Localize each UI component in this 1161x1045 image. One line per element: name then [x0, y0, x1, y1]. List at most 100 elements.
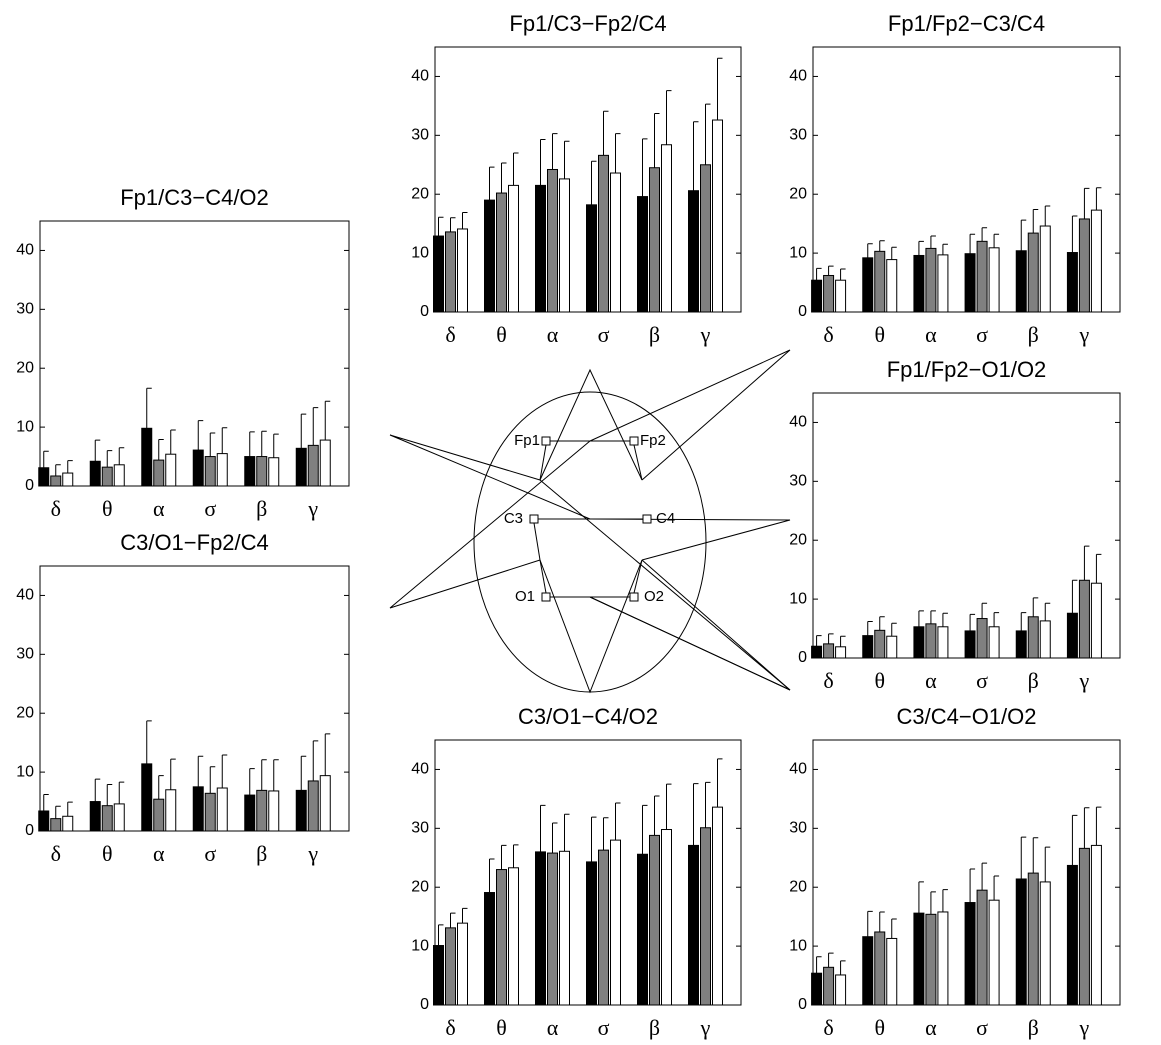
error-bar: [55, 805, 61, 819]
error-bar: [867, 910, 873, 937]
y-tick-label: 20: [411, 185, 429, 202]
bar: [1078, 218, 1090, 313]
error-bar: [170, 758, 176, 790]
bar: [823, 643, 835, 659]
bar: [598, 849, 609, 1006]
electrode-label: O2: [644, 588, 664, 605]
bar: [319, 775, 331, 832]
bar: [925, 913, 937, 1006]
error-bar: [942, 612, 948, 627]
x-tick-label: θ: [496, 1015, 507, 1040]
x-tick-label: δ: [445, 1015, 455, 1040]
error-bar: [816, 267, 822, 281]
error-bar: [717, 758, 723, 808]
bar: [1015, 630, 1027, 659]
error-bar: [642, 804, 648, 855]
electrode-label: C4: [656, 510, 675, 527]
bar: [637, 196, 648, 313]
bar-chart: Fp1/C3−C4/O2 0 10 20 30 40 δ θ α σ β γ: [16, 185, 350, 521]
error-bar: [249, 768, 255, 796]
bar: [244, 794, 256, 832]
link-line: [389, 434, 591, 520]
link-line: [589, 518, 791, 561]
chart-title: C3/O1−C4/O2: [518, 704, 658, 729]
bar: [559, 850, 570, 1006]
x-tick-label: β: [256, 841, 267, 866]
error-bar: [879, 616, 885, 631]
y-tick-label: 0: [25, 822, 34, 839]
error-bar: [1032, 597, 1039, 617]
bar-chart: C3/O1−Fp2/C4 0 10 20 30 40 δ θ α σ β γ: [16, 530, 350, 866]
bar: [496, 869, 507, 1006]
bar: [913, 254, 925, 313]
error-bar: [197, 755, 204, 787]
error-bar: [312, 407, 319, 446]
bar: [50, 475, 62, 487]
y-tick-label: 30: [789, 473, 807, 490]
error-bar: [1044, 846, 1051, 882]
bar: [688, 190, 699, 313]
error-bar: [969, 233, 976, 254]
x-tick-label: σ: [976, 668, 988, 693]
error-bar: [840, 635, 846, 647]
bar: [50, 818, 62, 832]
link-line: [539, 368, 643, 481]
x-tick-label: γ: [700, 322, 711, 347]
bar: [835, 974, 847, 1006]
error-bar: [1044, 602, 1051, 621]
error-bar: [705, 103, 711, 165]
bar: [649, 834, 660, 1006]
error-bar: [816, 956, 822, 974]
error-bar: [324, 733, 331, 776]
error-bar: [1020, 612, 1027, 631]
x-tick-label: σ: [204, 841, 216, 866]
bar: [295, 789, 307, 832]
bar-chart: C3/C4−O1/O2 0 10 20 30 40 δ θ α σ β γ: [789, 704, 1121, 1040]
error-bar: [693, 121, 699, 191]
error-bar: [981, 602, 988, 619]
x-tick-label: θ: [102, 841, 113, 866]
chart-title: Fp1/C3−C4/O2: [120, 185, 269, 210]
error-bar: [170, 429, 176, 455]
electrode-label: O1: [515, 588, 535, 605]
error-bar: [1095, 187, 1102, 211]
bar: [445, 927, 456, 1006]
link-line: [539, 479, 791, 691]
error-bar: [438, 924, 444, 946]
bar: [874, 629, 886, 659]
error-bar: [1020, 836, 1027, 879]
x-tick-label: γ: [307, 841, 318, 866]
y-tick-label: 30: [789, 127, 807, 144]
error-bar: [300, 413, 307, 449]
bar: [637, 853, 648, 1006]
bar: [1027, 872, 1039, 1006]
bar: [484, 892, 495, 1006]
bar: [586, 861, 597, 1006]
link-line: [589, 349, 791, 481]
head-diagram: [389, 349, 791, 694]
error-bar: [918, 610, 924, 627]
bar: [1039, 881, 1051, 1006]
bar: [216, 453, 228, 487]
x-tick-label: α: [925, 1015, 937, 1040]
bar: [937, 911, 949, 1006]
bar: [113, 464, 125, 487]
error-bar: [197, 420, 204, 451]
bar-chart: Fp1/C3−Fp2/C4 0 10 20 30 40 δ θ α σ β γ: [411, 11, 742, 347]
chart-title: C3/C4−O1/O2: [896, 704, 1036, 729]
error-bar: [840, 268, 846, 281]
bar: [964, 630, 976, 659]
electrode: [642, 514, 652, 524]
error-bar: [489, 166, 495, 201]
connector: [539, 559, 547, 594]
y-tick-label: 0: [420, 303, 429, 320]
bar: [700, 164, 711, 313]
y-tick-label: 30: [16, 646, 34, 663]
x-tick-label: θ: [102, 496, 113, 521]
error-bar: [312, 740, 319, 781]
error-bar: [615, 802, 621, 841]
error-bar: [158, 775, 164, 800]
x-tick-label: σ: [976, 322, 988, 347]
error-bar: [891, 622, 897, 637]
y-tick-label: 40: [789, 68, 807, 85]
